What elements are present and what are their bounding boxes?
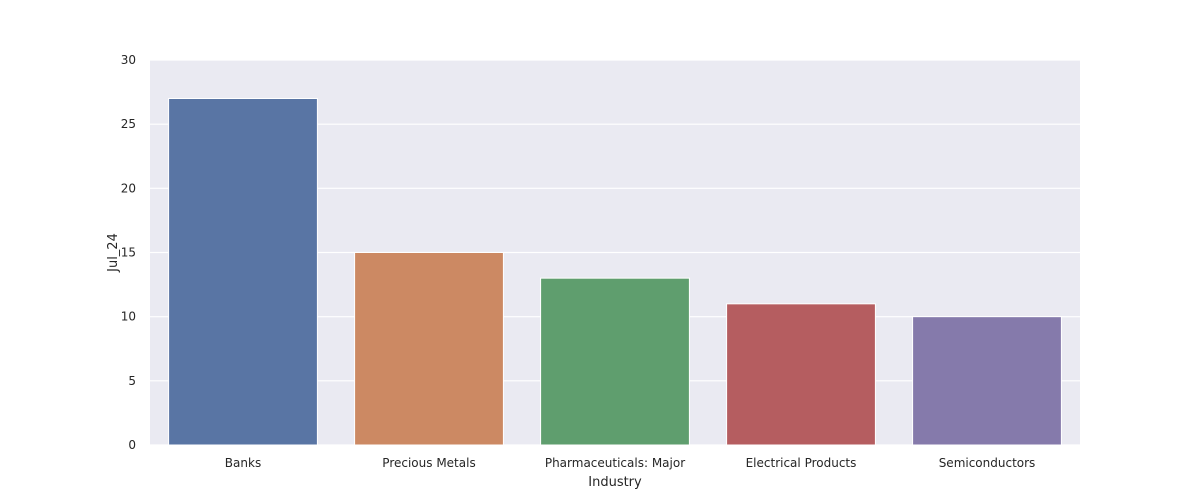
y-tick-label: 10: [121, 310, 136, 324]
x-axis-ticks: Banks Precious Metals Pharmaceuticals: Maj…: [225, 456, 1036, 470]
x-tick-label: Precious Metals: [382, 456, 475, 470]
x-tick-label: Electrical Products: [746, 456, 857, 470]
y-axis-label: Jul_24: [106, 233, 121, 273]
bar-pharmaceuticals-major: [540, 277, 690, 446]
bar-banks: [168, 98, 318, 446]
y-tick-label: 0: [128, 438, 136, 452]
bars: [168, 98, 1062, 446]
x-tick-label: Banks: [225, 456, 261, 470]
y-tick-label: 25: [121, 117, 136, 131]
bar-precious-metals: [354, 252, 504, 446]
bar-electrical-products: [726, 303, 876, 446]
y-axis-ticks: 0 5 10 15 20 25 30: [121, 53, 136, 452]
y-tick-label: 30: [121, 53, 136, 67]
x-tick-label: Semiconductors: [939, 456, 1036, 470]
x-tick-label: Pharmaceuticals: Major: [545, 456, 685, 470]
bar-semiconductors: [912, 316, 1062, 446]
y-tick-label: 20: [121, 181, 136, 195]
y-tick-label: 5: [128, 374, 136, 388]
x-axis-label: Industry: [588, 475, 642, 490]
y-tick-label: 15: [121, 246, 136, 260]
